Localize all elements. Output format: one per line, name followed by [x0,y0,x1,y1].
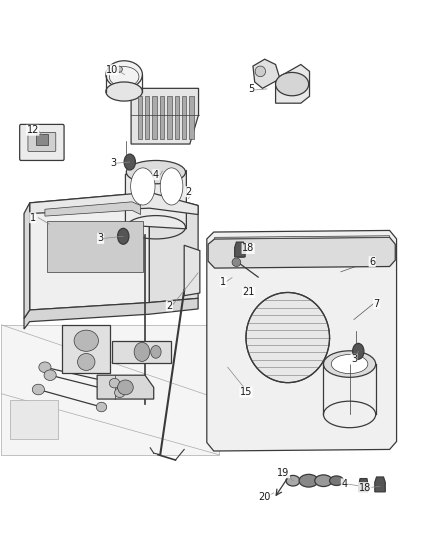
Polygon shape [30,192,149,310]
Ellipse shape [74,330,99,351]
Ellipse shape [39,362,51,373]
Polygon shape [45,202,141,216]
Polygon shape [125,171,186,229]
Ellipse shape [299,474,318,487]
Ellipse shape [286,475,300,486]
Bar [138,96,142,139]
Text: 20: 20 [258,491,271,502]
Text: 19: 19 [277,468,290,478]
Ellipse shape [151,345,161,358]
Ellipse shape [323,351,376,377]
FancyBboxPatch shape [28,132,56,151]
Bar [36,134,48,145]
Ellipse shape [246,293,329,383]
Ellipse shape [116,66,122,72]
FancyBboxPatch shape [20,124,64,160]
Text: 4: 4 [341,479,347,489]
Text: 1: 1 [220,277,226,287]
Text: 3: 3 [351,354,357,364]
Text: 10: 10 [106,65,119,75]
Polygon shape [1,325,219,455]
Polygon shape [30,192,198,215]
Polygon shape [62,325,110,373]
Polygon shape [24,298,198,329]
Ellipse shape [106,61,142,88]
Polygon shape [184,245,200,296]
Text: 21: 21 [242,287,255,297]
Polygon shape [235,242,245,257]
Ellipse shape [117,380,133,395]
Ellipse shape [78,353,95,370]
Polygon shape [97,375,154,399]
Text: 5: 5 [248,84,255,94]
Polygon shape [253,59,280,88]
Polygon shape [276,64,310,103]
Polygon shape [113,341,171,363]
Polygon shape [149,192,198,303]
Bar [152,96,157,139]
Text: 3: 3 [98,233,104,244]
Polygon shape [215,236,390,239]
Text: 18: 18 [242,244,254,254]
Text: 2: 2 [166,301,173,311]
Ellipse shape [126,160,185,184]
Bar [182,96,186,139]
Text: 1: 1 [30,213,36,223]
Text: 2: 2 [185,187,192,197]
Ellipse shape [276,72,309,96]
Polygon shape [131,88,198,144]
Ellipse shape [315,475,332,487]
Ellipse shape [131,168,155,205]
Ellipse shape [160,168,183,205]
Ellipse shape [232,258,241,266]
Polygon shape [10,400,58,439]
Bar [160,96,164,139]
Ellipse shape [255,66,265,77]
Text: 18: 18 [359,482,371,492]
Ellipse shape [106,82,142,101]
Ellipse shape [329,476,343,486]
Polygon shape [375,477,385,492]
Ellipse shape [115,388,125,398]
Text: 3: 3 [111,158,117,168]
Bar [175,96,179,139]
Text: 12: 12 [27,125,39,135]
Polygon shape [359,479,368,492]
Bar [47,221,143,272]
Text: 7: 7 [374,298,380,309]
Polygon shape [208,237,395,268]
Text: 6: 6 [369,257,375,266]
Text: 4: 4 [153,170,159,180]
Ellipse shape [32,384,45,395]
Ellipse shape [331,354,368,374]
Ellipse shape [134,342,150,361]
Bar [189,96,194,139]
Ellipse shape [353,343,364,359]
Ellipse shape [117,228,129,244]
Ellipse shape [110,378,120,388]
Ellipse shape [96,402,107,412]
Text: 15: 15 [240,387,252,397]
Bar [167,96,172,139]
Ellipse shape [44,370,56,381]
Polygon shape [207,230,396,451]
Ellipse shape [124,154,135,170]
Polygon shape [24,203,30,318]
Bar [145,96,149,139]
